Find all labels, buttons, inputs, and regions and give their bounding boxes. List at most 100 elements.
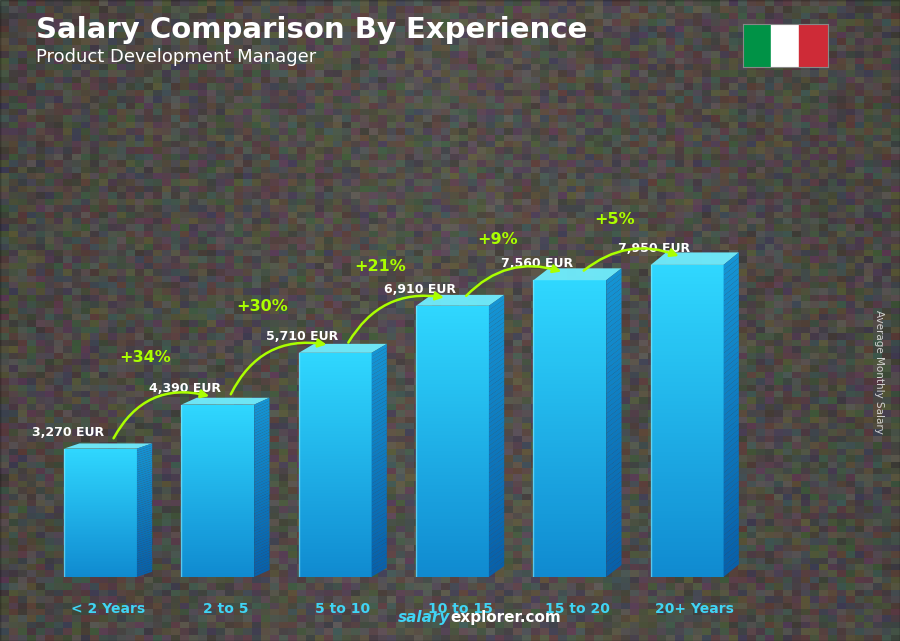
Polygon shape — [137, 548, 152, 556]
Text: 20+ Years: 20+ Years — [655, 603, 734, 617]
Polygon shape — [607, 322, 622, 340]
Polygon shape — [607, 422, 622, 438]
Polygon shape — [64, 444, 152, 449]
Polygon shape — [724, 465, 739, 483]
Polygon shape — [607, 353, 622, 369]
Polygon shape — [137, 471, 152, 479]
Polygon shape — [372, 501, 387, 513]
Polygon shape — [489, 476, 504, 491]
Polygon shape — [489, 322, 504, 337]
Polygon shape — [372, 374, 387, 387]
Polygon shape — [489, 399, 504, 414]
Text: 6,910 EUR: 6,910 EUR — [383, 283, 455, 296]
Polygon shape — [489, 376, 504, 392]
Polygon shape — [372, 474, 387, 487]
Polygon shape — [372, 452, 387, 465]
Polygon shape — [724, 549, 739, 567]
Polygon shape — [372, 419, 387, 431]
FancyArrowPatch shape — [348, 293, 441, 342]
Polygon shape — [254, 504, 269, 513]
Polygon shape — [607, 342, 622, 360]
Polygon shape — [137, 503, 152, 511]
Polygon shape — [137, 465, 152, 472]
Polygon shape — [724, 554, 739, 572]
Polygon shape — [489, 385, 504, 401]
Polygon shape — [137, 493, 152, 500]
Polygon shape — [724, 304, 739, 322]
Polygon shape — [137, 546, 152, 553]
Polygon shape — [607, 495, 622, 513]
Text: +34%: +34% — [119, 349, 171, 365]
Polygon shape — [724, 362, 739, 379]
Polygon shape — [724, 346, 739, 363]
Polygon shape — [254, 403, 269, 413]
Polygon shape — [137, 445, 152, 453]
Polygon shape — [137, 553, 152, 560]
FancyArrowPatch shape — [584, 248, 676, 271]
Polygon shape — [254, 464, 269, 474]
Polygon shape — [607, 387, 622, 404]
Polygon shape — [137, 533, 152, 540]
Polygon shape — [254, 435, 269, 445]
Polygon shape — [254, 453, 269, 462]
Polygon shape — [254, 412, 269, 422]
Polygon shape — [372, 366, 387, 379]
Polygon shape — [489, 517, 504, 531]
Polygon shape — [372, 347, 387, 360]
Polygon shape — [137, 563, 152, 570]
Polygon shape — [137, 444, 152, 451]
Polygon shape — [607, 407, 622, 424]
Polygon shape — [724, 518, 739, 535]
Polygon shape — [724, 497, 739, 515]
Polygon shape — [489, 526, 504, 541]
Polygon shape — [607, 442, 622, 458]
Polygon shape — [137, 508, 152, 515]
Polygon shape — [372, 486, 387, 499]
Polygon shape — [489, 485, 504, 500]
Polygon shape — [724, 523, 739, 540]
Polygon shape — [724, 487, 739, 504]
FancyArrowPatch shape — [230, 340, 324, 394]
Polygon shape — [254, 558, 269, 569]
Polygon shape — [607, 456, 622, 473]
Polygon shape — [137, 529, 152, 537]
Polygon shape — [607, 372, 622, 389]
Polygon shape — [607, 392, 622, 409]
Polygon shape — [137, 450, 152, 457]
Polygon shape — [137, 516, 152, 524]
Polygon shape — [489, 421, 504, 437]
Polygon shape — [489, 449, 504, 464]
Polygon shape — [254, 449, 269, 459]
Polygon shape — [372, 392, 387, 405]
Polygon shape — [254, 550, 269, 560]
Polygon shape — [607, 298, 622, 315]
Polygon shape — [137, 567, 152, 575]
Polygon shape — [724, 413, 739, 431]
Polygon shape — [724, 476, 739, 494]
Polygon shape — [724, 559, 739, 577]
Polygon shape — [607, 526, 622, 542]
Polygon shape — [254, 472, 269, 482]
Polygon shape — [137, 478, 152, 485]
Polygon shape — [137, 476, 152, 483]
Polygon shape — [137, 538, 152, 545]
Polygon shape — [607, 481, 622, 498]
Polygon shape — [489, 535, 504, 550]
Polygon shape — [137, 510, 152, 517]
Polygon shape — [137, 565, 152, 572]
Polygon shape — [254, 562, 269, 571]
Polygon shape — [254, 420, 269, 431]
Polygon shape — [254, 538, 269, 548]
Polygon shape — [372, 385, 387, 397]
Polygon shape — [137, 454, 152, 462]
Polygon shape — [254, 406, 269, 416]
Polygon shape — [137, 557, 152, 564]
Polygon shape — [137, 570, 152, 577]
Polygon shape — [607, 333, 622, 349]
Polygon shape — [489, 435, 504, 451]
Polygon shape — [137, 525, 152, 532]
Polygon shape — [372, 433, 387, 446]
Polygon shape — [489, 462, 504, 478]
Polygon shape — [182, 397, 269, 404]
Text: salary: salary — [398, 610, 450, 625]
